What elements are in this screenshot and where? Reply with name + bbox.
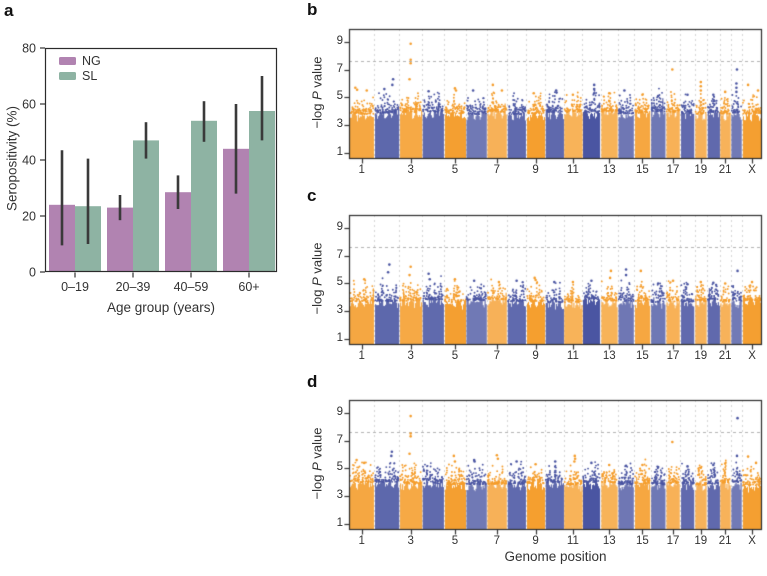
x-axis-title-d: Genome position — [504, 549, 607, 564]
x-tick-label: 19 — [694, 164, 708, 176]
y-tick-label: 0 — [29, 266, 36, 280]
y-tick-label: 5 — [336, 461, 343, 474]
x-tick-label: 13 — [602, 535, 616, 547]
x-tick-label: 9 — [532, 164, 539, 176]
x-tick-label: 11 — [566, 535, 579, 547]
legend-swatch-SL — [59, 72, 76, 80]
x-tick-label: 40–59 — [174, 280, 209, 294]
y-tick-label: 7 — [336, 433, 343, 446]
x-tick-label: X — [748, 350, 756, 362]
x-tick-label: X — [748, 164, 756, 176]
y-tick-label: 60 — [22, 98, 36, 112]
manhattan-plot-b — [344, 24, 767, 165]
x-tick-label: 5 — [451, 535, 459, 547]
legend-label-SL: SL — [82, 69, 97, 83]
x-tick-label: 1 — [358, 350, 365, 362]
y-axis-title-a: Seropositivity (%) — [4, 105, 20, 212]
panel-label-c: c — [307, 186, 317, 205]
x-tick-label: 9 — [532, 535, 539, 547]
y-tick-label: 7 — [336, 248, 343, 261]
x-tick-label: 11 — [566, 164, 579, 176]
x-tick-label: 21 — [718, 350, 732, 362]
y-tick-label: 20 — [22, 210, 36, 224]
y-tick-label: 9 — [336, 34, 343, 47]
x-tick-label: 17 — [666, 164, 680, 176]
x-tick-label: 13 — [602, 350, 616, 362]
y-tick-label: 1 — [336, 517, 343, 530]
x-tick-label: 19 — [694, 535, 708, 547]
x-tick-label: 60+ — [238, 280, 259, 294]
x-tick-label: 1 — [358, 164, 365, 176]
x-tick-label: 17 — [666, 350, 680, 362]
legend-swatch-NG — [59, 57, 76, 65]
x-tick-label: 1 — [358, 535, 365, 547]
x-tick-label: 20–39 — [116, 280, 151, 294]
panel-label-d: d — [307, 372, 318, 391]
x-tick-label: 3 — [407, 350, 414, 362]
x-tick-label: 17 — [666, 535, 680, 547]
bar-SL — [191, 120, 217, 272]
y-tick-label: 3 — [336, 118, 343, 131]
x-tick-label: 7 — [493, 164, 501, 176]
y-tick-label: 1 — [336, 332, 343, 345]
x-tick-label: 7 — [493, 350, 501, 362]
x-tick-label: 13 — [602, 164, 616, 176]
x-tick-label: 19 — [694, 350, 708, 362]
x-tick-label: 3 — [407, 164, 414, 176]
x-tick-label: 0–19 — [61, 280, 89, 294]
x-tick-label: 15 — [636, 535, 649, 547]
y-tick-label: 1 — [336, 146, 343, 159]
x-tick-label: 21 — [718, 164, 732, 176]
panel-label-b: b — [307, 0, 318, 19]
plot-frame — [44, 47, 278, 273]
y-tick-label: 40 — [22, 154, 36, 168]
x-tick-label: 5 — [451, 164, 459, 176]
x-tick-label: 7 — [493, 535, 501, 547]
y-tick-label: 9 — [336, 220, 343, 233]
legend-label-NG: NG — [82, 54, 101, 68]
x-tick-label: 3 — [407, 535, 414, 547]
panel-label-a: a — [4, 1, 14, 20]
y-tick-label: 80 — [22, 42, 36, 56]
manhattan-plot-c — [344, 210, 767, 351]
y-tick-label: 9 — [336, 405, 343, 418]
x-tick-label: 9 — [532, 350, 539, 362]
x-tick-label: 15 — [636, 164, 649, 176]
y-tick-label: 7 — [336, 62, 343, 75]
y-tick-label: 3 — [336, 304, 343, 317]
x-axis-title-a: Age group (years) — [106, 300, 216, 315]
y-tick-label: 3 — [336, 489, 343, 502]
x-tick-label: 15 — [636, 350, 649, 362]
y-tick-label: 5 — [336, 276, 343, 289]
x-tick-label: X — [748, 535, 756, 547]
y-tick-label: 5 — [336, 90, 343, 103]
manhattan-plot-d — [344, 395, 767, 536]
x-tick-label: 11 — [566, 350, 579, 362]
bar-SL — [133, 140, 159, 272]
x-tick-label: 21 — [718, 535, 732, 547]
x-tick-label: 5 — [451, 350, 459, 362]
